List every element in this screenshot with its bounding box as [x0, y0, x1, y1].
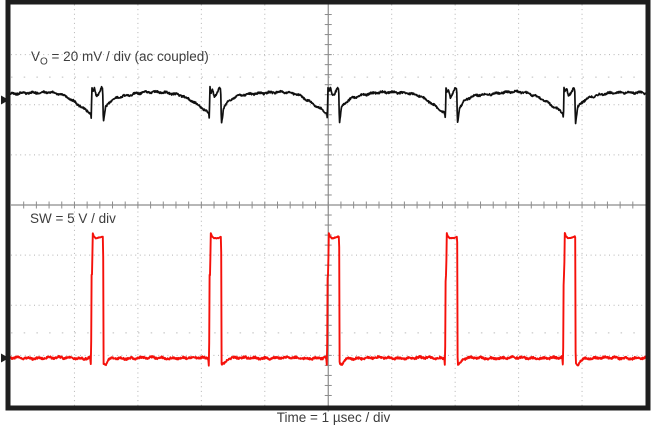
scope-frame [5, 0, 651, 411]
vo-channel-marker-icon [1, 95, 9, 105]
center-axes [11, 1, 646, 412]
vo-trace [10, 85, 647, 125]
vo-label-subscript: O [40, 56, 48, 68]
vo-label-prefix: V [31, 49, 41, 64]
vo-scale-label: VO = 20 mV / div (ac coupled) [31, 49, 209, 68]
vo-label-rest: = 20 mV / div (ac coupled) [47, 49, 209, 64]
sw-trace [10, 232, 647, 367]
sw-scale-label: SW = 5 V / div [30, 211, 116, 226]
time-scale-label: Time = 1 µsec / div [276, 410, 391, 425]
sw-channel-marker-icon [1, 353, 9, 363]
